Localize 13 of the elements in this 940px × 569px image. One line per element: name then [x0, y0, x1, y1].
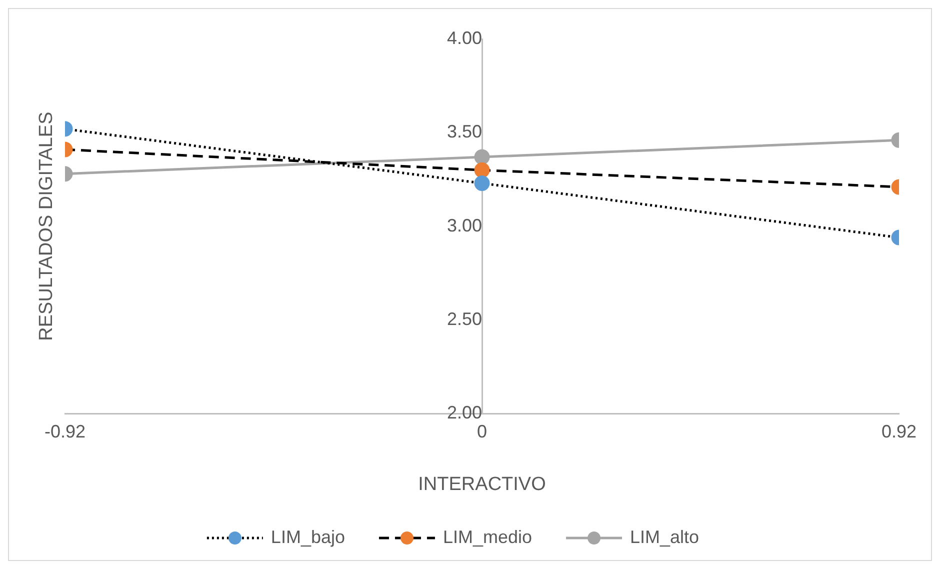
y-tick-label: 2.50: [446, 308, 482, 329]
x-tick-label: 0.92: [881, 421, 917, 442]
x-axis-title: INTERACTIVO: [418, 474, 546, 495]
y-tick-label: 3.00: [446, 215, 482, 236]
y-tick-label: 3.50: [446, 122, 482, 142]
y-tick-label: 4.00: [446, 28, 482, 48]
y-tick-label: 2.00: [446, 402, 482, 423]
legend-label: LIM_alto: [630, 526, 700, 547]
legend-label: LIM_medio: [442, 526, 532, 547]
x-tick-label: -0.92: [44, 421, 86, 442]
legend-label: LIM_bajo: [270, 526, 345, 547]
x-tick-label: 0: [476, 421, 488, 442]
y-axis-title: RESULTADOS DIGITALES: [36, 112, 58, 341]
